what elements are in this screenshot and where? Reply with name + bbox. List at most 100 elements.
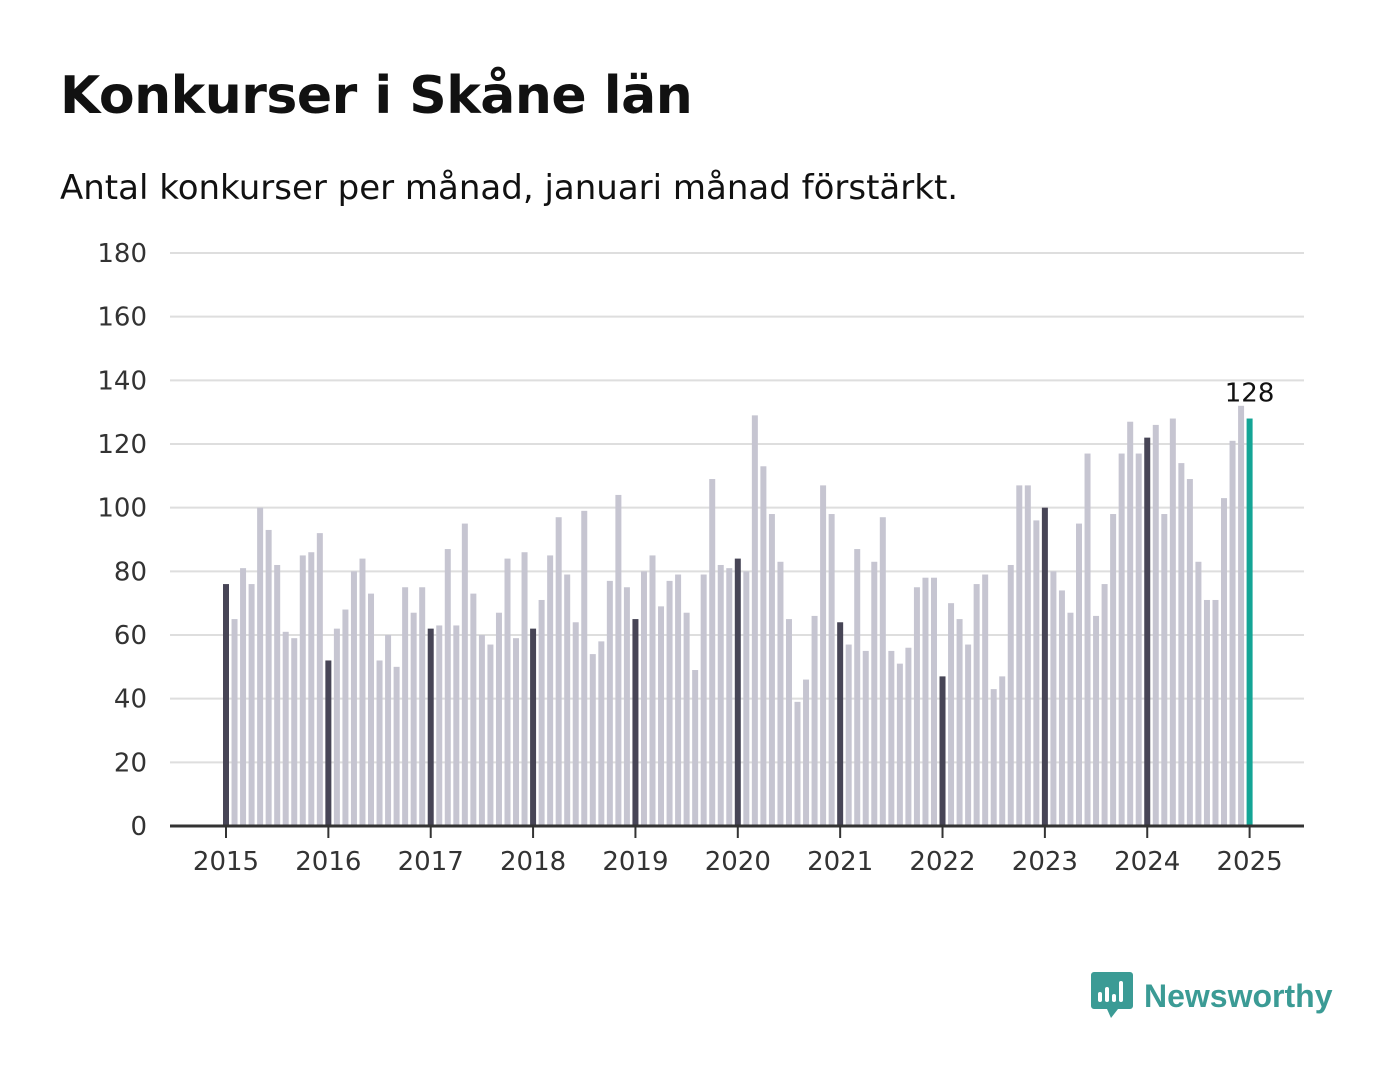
- axes: 0 20 40 60 80 100 120 140 160 180 2015 2016 2017 2018…: [97, 239, 1304, 877]
- bar: [1007, 564, 1014, 826]
- bar: [521, 552, 528, 826]
- bar: [487, 644, 494, 826]
- bar: [922, 577, 929, 826]
- bar: [743, 571, 750, 826]
- bar: [785, 619, 792, 826]
- bar: [1033, 520, 1040, 826]
- bar: [513, 638, 520, 826]
- bar-january: [427, 628, 434, 826]
- bar: [1093, 615, 1100, 826]
- x-tick-label: 2020: [705, 847, 771, 877]
- bar: [658, 606, 665, 826]
- bar: [888, 650, 895, 826]
- bar-january: [939, 676, 946, 826]
- bar: [1101, 584, 1108, 826]
- bar: [871, 561, 878, 826]
- bar: [436, 625, 443, 826]
- bar: [350, 571, 357, 826]
- bar: [1067, 612, 1074, 826]
- bar-january: [632, 619, 639, 826]
- bar: [879, 517, 886, 826]
- x-tick-label: 2022: [909, 847, 975, 877]
- bar: [1169, 418, 1176, 826]
- bar: [410, 612, 417, 826]
- bar: [402, 587, 409, 826]
- x-tick-label: 2018: [500, 847, 566, 877]
- bar: [1050, 571, 1057, 826]
- bar: [282, 631, 289, 826]
- y-tick-label: 20: [114, 748, 147, 778]
- bar: [478, 635, 485, 826]
- bar: [640, 571, 647, 826]
- y-tick-label: 160: [97, 303, 147, 333]
- latest-value-label: 128: [1225, 379, 1275, 409]
- chart-title: Konkurser i Skåne län: [60, 66, 693, 126]
- newsworthy-logo: Newsworthy: [1090, 970, 1332, 1022]
- bar: [359, 558, 366, 826]
- bar-january: [1041, 507, 1048, 826]
- bar-january: [837, 622, 844, 826]
- bar: [1135, 453, 1142, 826]
- bar: [623, 587, 630, 826]
- bar: [905, 647, 912, 826]
- bar: [1212, 599, 1219, 826]
- bar: [606, 580, 613, 826]
- newsworthy-logo-icon: [1091, 972, 1133, 1018]
- y-tick-label: 140: [97, 366, 147, 396]
- bar: [1238, 405, 1245, 826]
- bar: [760, 466, 767, 826]
- bar: [990, 689, 997, 826]
- bar: [1152, 424, 1159, 826]
- bar: [1118, 453, 1125, 826]
- x-tick-label: 2021: [807, 847, 873, 877]
- chart-subtitle: Antal konkurser per månad, januari månad…: [60, 168, 959, 208]
- bar: [999, 676, 1006, 826]
- bar: [1229, 440, 1236, 826]
- bar: [709, 479, 716, 826]
- bar: [948, 603, 955, 826]
- bar: [930, 577, 937, 826]
- bar: [393, 666, 400, 826]
- bar: [342, 609, 349, 826]
- bar: [965, 644, 972, 826]
- bar: [692, 670, 699, 826]
- bar: [777, 561, 784, 826]
- x-tick-label: 2016: [295, 847, 361, 877]
- bar: [675, 574, 682, 826]
- bar: [1221, 498, 1228, 826]
- bar: [1016, 485, 1023, 826]
- bar: [453, 625, 460, 826]
- bar: [717, 564, 724, 826]
- x-tick-label: 2017: [398, 847, 464, 877]
- bar: [1024, 485, 1031, 826]
- y-tick-label: 180: [97, 239, 147, 269]
- bar: [1178, 463, 1185, 826]
- bar: [291, 638, 298, 826]
- bar: [504, 558, 511, 826]
- bar: [555, 517, 562, 826]
- bar: [896, 663, 903, 826]
- bar: [751, 415, 758, 826]
- brand-name: Newsworthy: [1144, 977, 1333, 1014]
- bar: [316, 533, 323, 826]
- bar-january: [530, 628, 537, 826]
- bar: [1186, 479, 1193, 826]
- bar: [368, 593, 375, 826]
- bar: [1076, 523, 1082, 826]
- bar: [257, 507, 264, 826]
- bar: [1110, 514, 1117, 826]
- bars: [223, 405, 1253, 826]
- bar: [768, 514, 775, 826]
- bar-january: [223, 584, 229, 826]
- bar: [333, 628, 340, 826]
- y-tick-label: 120: [97, 430, 147, 460]
- bar: [1161, 514, 1168, 826]
- bar: [1127, 421, 1134, 826]
- bar-january: [734, 558, 741, 826]
- x-tick-label: 2023: [1012, 847, 1078, 877]
- bar: [1058, 590, 1065, 826]
- y-tick-label: 40: [114, 685, 147, 715]
- bar: [419, 587, 426, 826]
- bar: [1195, 561, 1202, 826]
- bar: [615, 494, 622, 826]
